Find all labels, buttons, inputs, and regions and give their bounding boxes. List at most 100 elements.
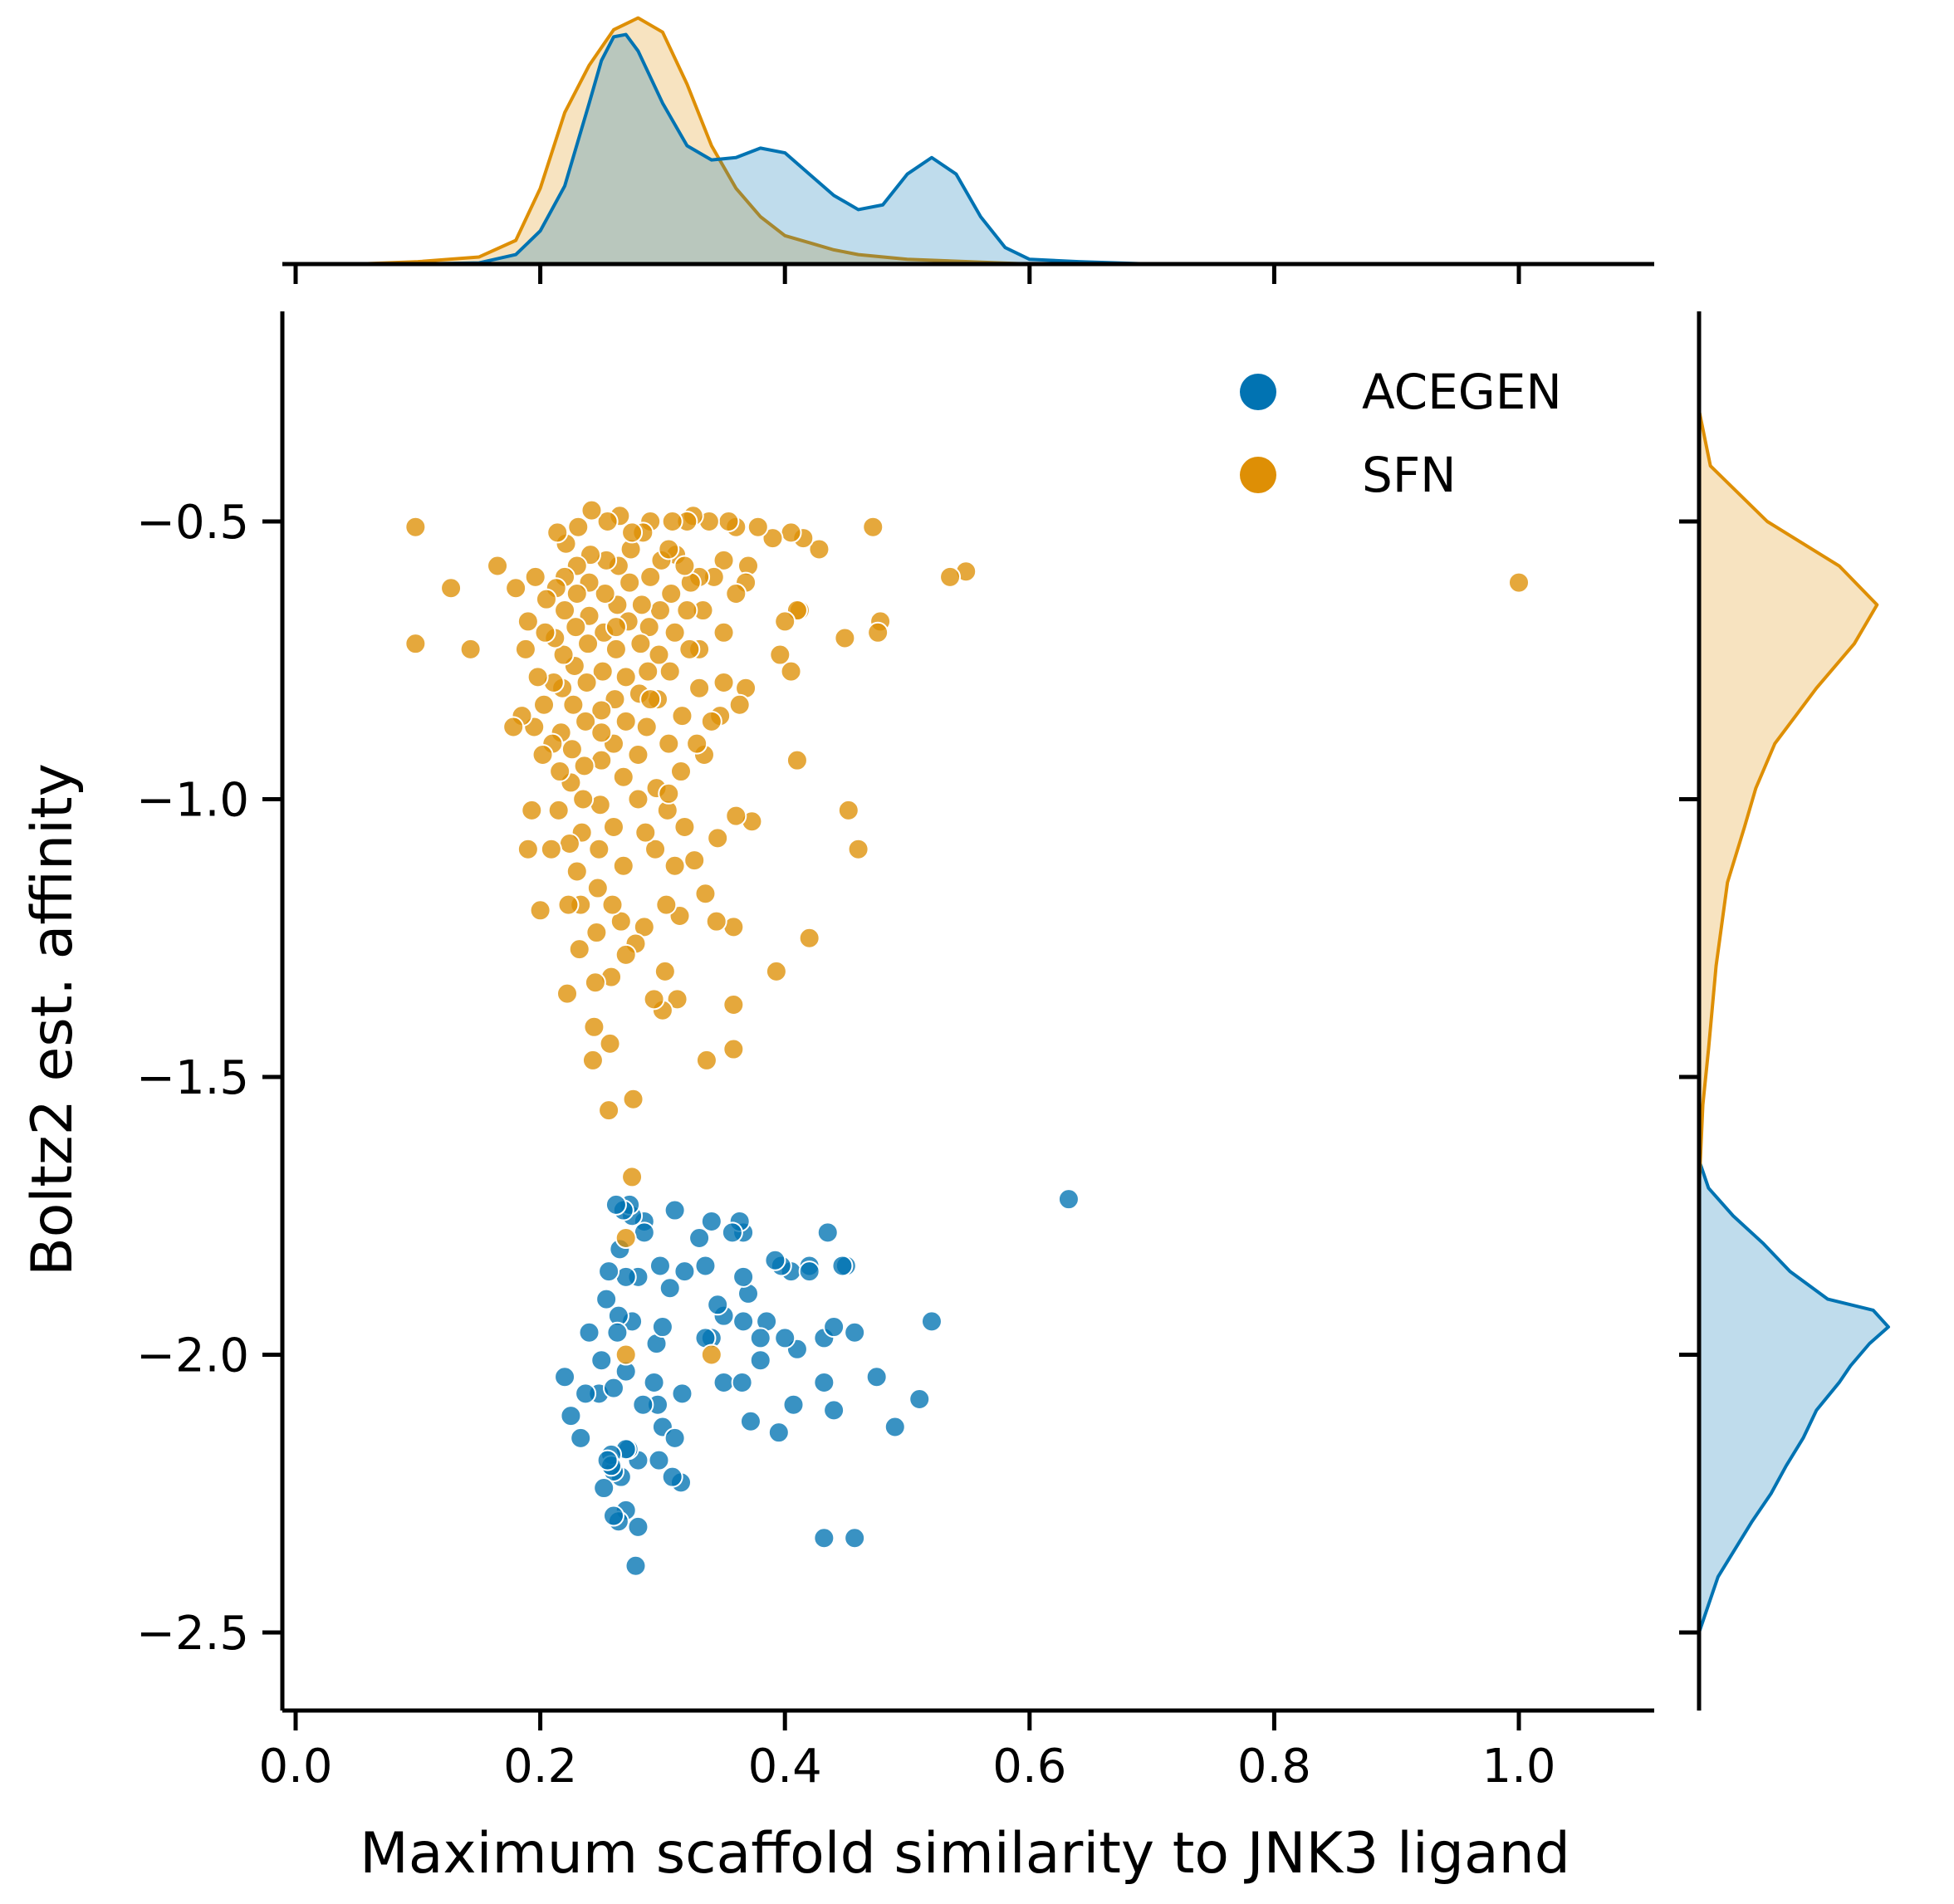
data-point-sfn: [671, 705, 693, 727]
data-point-sfn: [521, 799, 543, 821]
data-point-sfn: [591, 660, 614, 683]
data-point-sfn: [808, 538, 830, 560]
data-point-acegen: [823, 1399, 845, 1422]
x-tick-label: 0.2: [503, 1740, 577, 1794]
data-point-sfn: [615, 943, 637, 966]
data-point-sfn: [540, 838, 562, 860]
data-point-acegen: [605, 1193, 627, 1216]
data-point-sfn: [533, 693, 556, 716]
data-point-acegen: [920, 1310, 943, 1333]
data-point-sfn: [673, 555, 696, 577]
x-tick-label: 0.8: [1237, 1740, 1311, 1794]
data-point-sfn: [834, 627, 856, 649]
data-point-sfn: [769, 644, 791, 666]
data-point-acegen: [643, 1371, 665, 1393]
x-tick-label: 0.6: [992, 1740, 1066, 1794]
data-point-sfn: [596, 511, 619, 532]
data-point-sfn: [765, 960, 787, 982]
data-point-sfn: [654, 960, 676, 982]
x-axis-label: Maximum scaffold similarity to JNK3 liga…: [360, 1821, 1570, 1887]
data-point-sfn: [535, 588, 557, 610]
data-point-acegen: [732, 1265, 755, 1288]
data-point-sfn: [939, 565, 962, 588]
data-point-sfn: [722, 994, 745, 1016]
data-point-sfn: [615, 1344, 637, 1366]
data-point-sfn: [562, 693, 585, 716]
data-point-sfn: [583, 1016, 605, 1038]
data-point-sfn: [612, 766, 634, 788]
data-point-acegen: [721, 1221, 743, 1244]
data-point-sfn: [686, 732, 708, 755]
data-point-acegen: [823, 1316, 845, 1339]
top-marginal-axis: [282, 262, 1654, 284]
data-point-sfn: [637, 660, 659, 683]
data-point-sfn: [487, 555, 509, 577]
data-point-acegen: [816, 1221, 839, 1244]
y-tick-label: −2.0: [136, 1329, 249, 1383]
data-point-acegen: [602, 1377, 624, 1399]
data-point-acegen: [590, 1349, 613, 1372]
data-point-sfn: [590, 699, 613, 722]
data-point-sfn: [581, 1049, 604, 1071]
data-point-sfn: [700, 710, 722, 732]
data-point-sfn: [584, 972, 606, 994]
data-point-sfn: [659, 660, 681, 683]
data-point-acegen: [707, 1294, 729, 1316]
data-point-sfn: [673, 815, 696, 838]
data-point-sfn: [566, 860, 588, 883]
data-point-sfn: [683, 849, 706, 872]
data-point-acegen: [813, 1371, 835, 1393]
data-point-sfn: [707, 827, 729, 849]
right-marginal-kde: [1697, 409, 1890, 1634]
data-point-sfn: [552, 644, 575, 666]
y-axis-label: Boltz2 est. affinity: [20, 763, 86, 1276]
scatter-points: [404, 499, 1530, 1577]
legend-label-sfn: SFN: [1362, 447, 1457, 503]
data-point-acegen: [648, 1449, 670, 1471]
data-point-sfn: [601, 893, 624, 916]
data-point-sfn: [695, 1049, 717, 1071]
data-point-acegen: [575, 1383, 597, 1405]
data-point-sfn: [554, 600, 576, 622]
data-point-sfn: [622, 1088, 644, 1110]
data-point-sfn: [575, 672, 598, 694]
data-point-sfn: [586, 877, 609, 899]
right-marginal-axis: [1679, 311, 1702, 1711]
data-point-acegen: [865, 1366, 888, 1388]
data-point-sfn: [505, 577, 527, 600]
kde-top-acegen: [416, 32, 1154, 266]
data-point-sfn: [615, 666, 637, 688]
data-point-acegen: [560, 1405, 582, 1427]
data-point-acegen: [598, 1260, 620, 1283]
data-point-acegen: [908, 1388, 931, 1411]
data-point-sfn: [534, 621, 556, 644]
data-point-acegen: [627, 1515, 649, 1538]
data-point-sfn: [575, 710, 597, 732]
data-point-sfn: [580, 499, 603, 521]
data-point-sfn: [615, 710, 637, 732]
data-point-acegen: [813, 1527, 835, 1549]
data-point-sfn: [639, 565, 662, 588]
y-tick-labels: −0.5 −1.0 −1.5 −2.0 −2.5: [136, 496, 249, 1661]
data-point-sfn: [590, 722, 613, 744]
data-point-acegen: [633, 1221, 655, 1244]
data-point-sfn: [862, 516, 884, 538]
data-point-sfn: [585, 922, 608, 944]
top-marginal-kde: [355, 16, 1154, 266]
data-point-sfn: [621, 1166, 644, 1188]
data-point-sfn: [440, 577, 463, 600]
data-point-acegen: [798, 1260, 820, 1283]
data-point-acegen: [884, 1416, 906, 1438]
data-point-acegen: [713, 1371, 735, 1393]
data-point-acegen: [764, 1249, 786, 1271]
data-point-sfn: [634, 821, 657, 844]
data-point-acegen: [767, 1422, 790, 1444]
data-point-sfn: [598, 1099, 620, 1122]
data-point-sfn: [524, 565, 546, 588]
x-tick-label: 1.0: [1481, 1740, 1555, 1794]
data-point-acegen: [570, 1427, 592, 1449]
data-point-acegen: [694, 1255, 717, 1277]
data-point-sfn: [459, 638, 482, 660]
data-point-sfn: [556, 982, 579, 1005]
